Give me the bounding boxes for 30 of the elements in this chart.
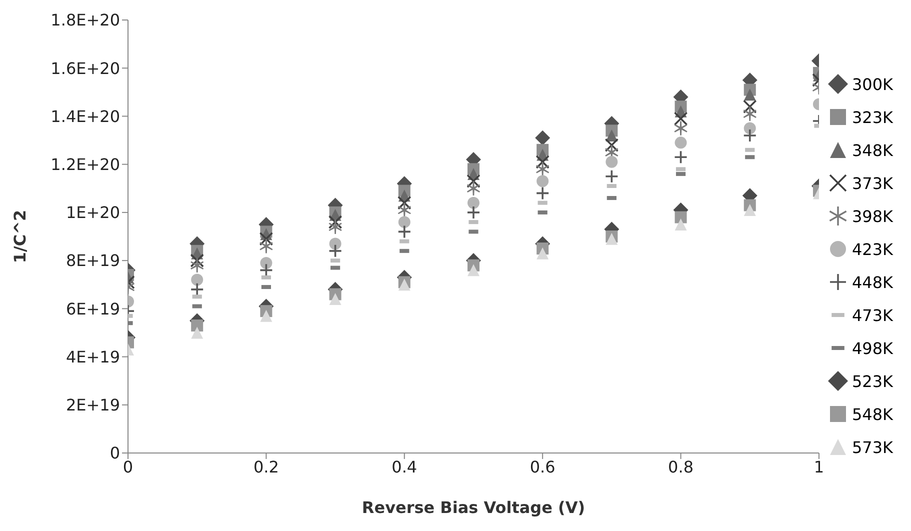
y-tick-label: 1.8E+20	[50, 10, 120, 30]
y-tick-label: 1E+20	[66, 203, 120, 222]
legend-label: 323K	[852, 108, 893, 126]
y-tick-label: 1.6E+20	[50, 58, 120, 78]
x-tick-label: 1	[814, 457, 824, 476]
x-tick-label: 0.6	[530, 457, 556, 476]
y-tick-label: 1.2E+20	[50, 155, 120, 174]
y-tick-label: 4E+19	[66, 347, 120, 366]
legend-label: 398K	[852, 206, 893, 226]
legend-label: 473K	[852, 306, 893, 324]
legend-label: 373K	[852, 174, 893, 192]
legend-label: 300K	[852, 74, 893, 94]
legend-label: 523K	[852, 372, 893, 390]
x-tick-label: 0.2	[253, 457, 279, 476]
x-tick-label: 0.4	[392, 457, 418, 476]
legend-label: 498K	[852, 338, 893, 358]
y-tick-label: 8E+19	[66, 251, 120, 270]
x-tick-label: 0.8	[668, 457, 694, 476]
legend-label: 573K	[852, 438, 893, 456]
legend-label: 348K	[852, 140, 893, 160]
legend-label: 448K	[852, 272, 893, 292]
y-tick-label: 0	[110, 444, 120, 463]
legend-label: 548K	[852, 404, 893, 424]
x-axis-title: Reverse Bias Voltage (V)	[362, 498, 586, 517]
legend-label: 423K	[852, 240, 893, 258]
y-tick-label: 2E+19	[66, 396, 120, 415]
y-tick-label: 6E+19	[66, 299, 120, 318]
y-tick-label: 1.4E+20	[50, 106, 120, 126]
y-axis-title: 1/C^2	[10, 210, 30, 264]
x-tick-label: 0	[122, 457, 134, 476]
